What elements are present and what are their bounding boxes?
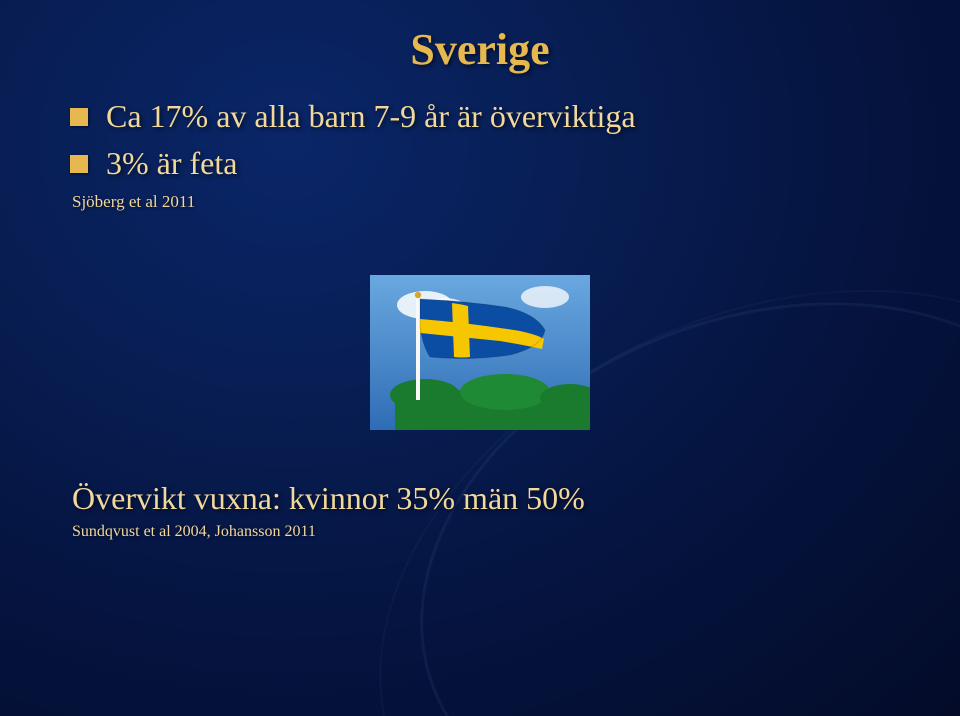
swedish-flag-image [370,275,590,430]
bullet-text: Ca 17% av alla barn 7-9 år är överviktig… [106,98,636,135]
flag-svg [370,275,590,430]
lower-citation: Sundqvust et al 2004, Johansson 2011 [72,523,585,541]
bullet-square-icon [70,155,88,173]
lower-block: Övervikt vuxna: kvinnor 35% män 50% Sund… [72,480,585,541]
bullet-item: 3% är feta [70,145,636,182]
lower-text: Övervikt vuxna: kvinnor 35% män 50% [72,480,585,517]
bullet-item: Ca 17% av alla barn 7-9 år är överviktig… [70,98,636,135]
bullet-text: 3% är feta [106,145,237,182]
bullet-square-icon [70,108,88,126]
bullet-list: Ca 17% av alla barn 7-9 år är överviktig… [70,98,636,212]
background-swoosh-2 [281,173,960,716]
citation-top: Sjöberg et al 2011 [72,192,636,212]
slide-title: Sverige [0,24,960,75]
